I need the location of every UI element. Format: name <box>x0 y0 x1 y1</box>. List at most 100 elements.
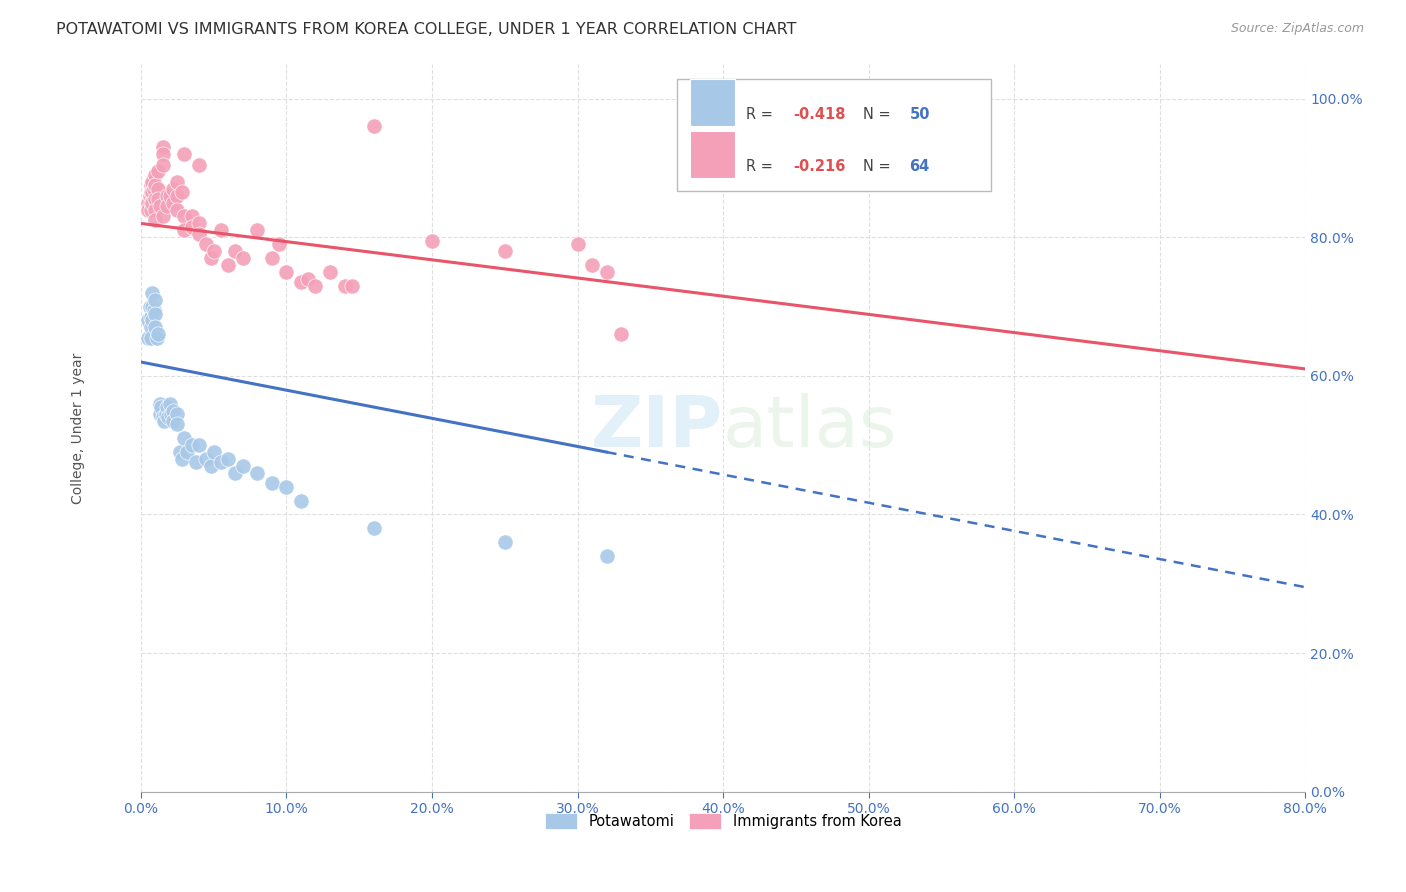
Point <box>290 493 312 508</box>
Point <box>166 188 188 202</box>
Point <box>170 452 193 467</box>
Point <box>333 278 356 293</box>
Point <box>152 147 174 161</box>
Point <box>139 320 162 334</box>
Text: -0.418: -0.418 <box>793 107 845 122</box>
Point <box>139 186 162 200</box>
Point <box>224 244 246 259</box>
Point <box>149 396 172 410</box>
Point <box>184 455 207 469</box>
Point <box>188 438 211 452</box>
Point <box>143 178 166 193</box>
Point <box>152 140 174 154</box>
Point <box>224 466 246 480</box>
Text: ZIP: ZIP <box>591 393 723 462</box>
Point <box>146 331 169 345</box>
Text: atlas: atlas <box>723 393 897 462</box>
Y-axis label: College, Under 1 year: College, Under 1 year <box>72 352 86 503</box>
Point <box>195 452 218 467</box>
Point <box>162 182 184 196</box>
Point <box>232 251 254 265</box>
Point <box>209 223 232 237</box>
Point <box>152 410 174 425</box>
Point <box>162 403 184 417</box>
Point <box>156 400 179 414</box>
Point <box>136 195 159 210</box>
Point <box>166 407 188 421</box>
Point <box>156 188 179 202</box>
Point <box>188 227 211 241</box>
Point <box>141 285 163 300</box>
Legend: Potawatomi, Immigrants from Korea: Potawatomi, Immigrants from Korea <box>538 806 907 835</box>
Point <box>180 210 202 224</box>
Point <box>139 331 162 345</box>
Point <box>340 278 363 293</box>
Point <box>269 237 291 252</box>
Point <box>170 186 193 200</box>
Point <box>202 244 225 259</box>
Point <box>162 195 184 210</box>
Text: -0.216: -0.216 <box>793 159 845 174</box>
Point <box>246 223 269 237</box>
Point <box>420 234 443 248</box>
Point <box>139 195 162 210</box>
Point <box>246 466 269 480</box>
Point <box>143 168 166 182</box>
Point <box>173 210 195 224</box>
Point <box>142 182 165 196</box>
Point <box>260 251 283 265</box>
Point <box>139 202 162 217</box>
Point <box>148 164 170 178</box>
Point <box>138 188 160 202</box>
Point <box>166 202 188 217</box>
Point <box>152 157 174 171</box>
Point <box>156 199 179 213</box>
Point <box>581 258 603 272</box>
Point <box>610 327 633 342</box>
Point <box>155 407 177 421</box>
Text: Source: ZipAtlas.com: Source: ZipAtlas.com <box>1230 22 1364 36</box>
Point <box>153 414 176 428</box>
Point <box>159 188 181 202</box>
Point <box>143 192 166 206</box>
Point <box>142 303 165 318</box>
Point <box>595 549 617 563</box>
Point <box>595 265 617 279</box>
Point <box>173 431 195 445</box>
Point <box>363 521 385 535</box>
Point <box>200 458 222 473</box>
Point <box>150 400 173 414</box>
Point <box>188 157 211 171</box>
Text: 50: 50 <box>910 107 929 122</box>
Point <box>139 178 162 193</box>
Point <box>209 455 232 469</box>
FancyBboxPatch shape <box>676 78 991 192</box>
Point <box>141 300 163 314</box>
Point <box>143 202 166 217</box>
Point <box>202 445 225 459</box>
Point <box>136 331 159 345</box>
Point <box>260 476 283 491</box>
FancyBboxPatch shape <box>690 130 735 178</box>
Text: 64: 64 <box>910 159 929 174</box>
Point <box>217 258 239 272</box>
Point <box>141 186 163 200</box>
Text: POTAWATOMI VS IMMIGRANTS FROM KOREA COLLEGE, UNDER 1 YEAR CORRELATION CHART: POTAWATOMI VS IMMIGRANTS FROM KOREA COLL… <box>56 22 797 37</box>
Point <box>149 199 172 213</box>
Point <box>139 310 162 324</box>
Point <box>494 535 516 549</box>
Point <box>160 407 183 421</box>
Point <box>304 278 326 293</box>
Text: N =: N = <box>863 107 896 122</box>
Point <box>141 175 163 189</box>
Point <box>148 182 170 196</box>
Point <box>152 210 174 224</box>
Point <box>290 276 312 290</box>
Text: N =: N = <box>863 159 896 174</box>
Point <box>363 120 385 134</box>
Point <box>567 237 589 252</box>
Point <box>143 320 166 334</box>
Point <box>297 272 319 286</box>
Point <box>162 414 184 428</box>
Text: R =: R = <box>747 107 778 122</box>
